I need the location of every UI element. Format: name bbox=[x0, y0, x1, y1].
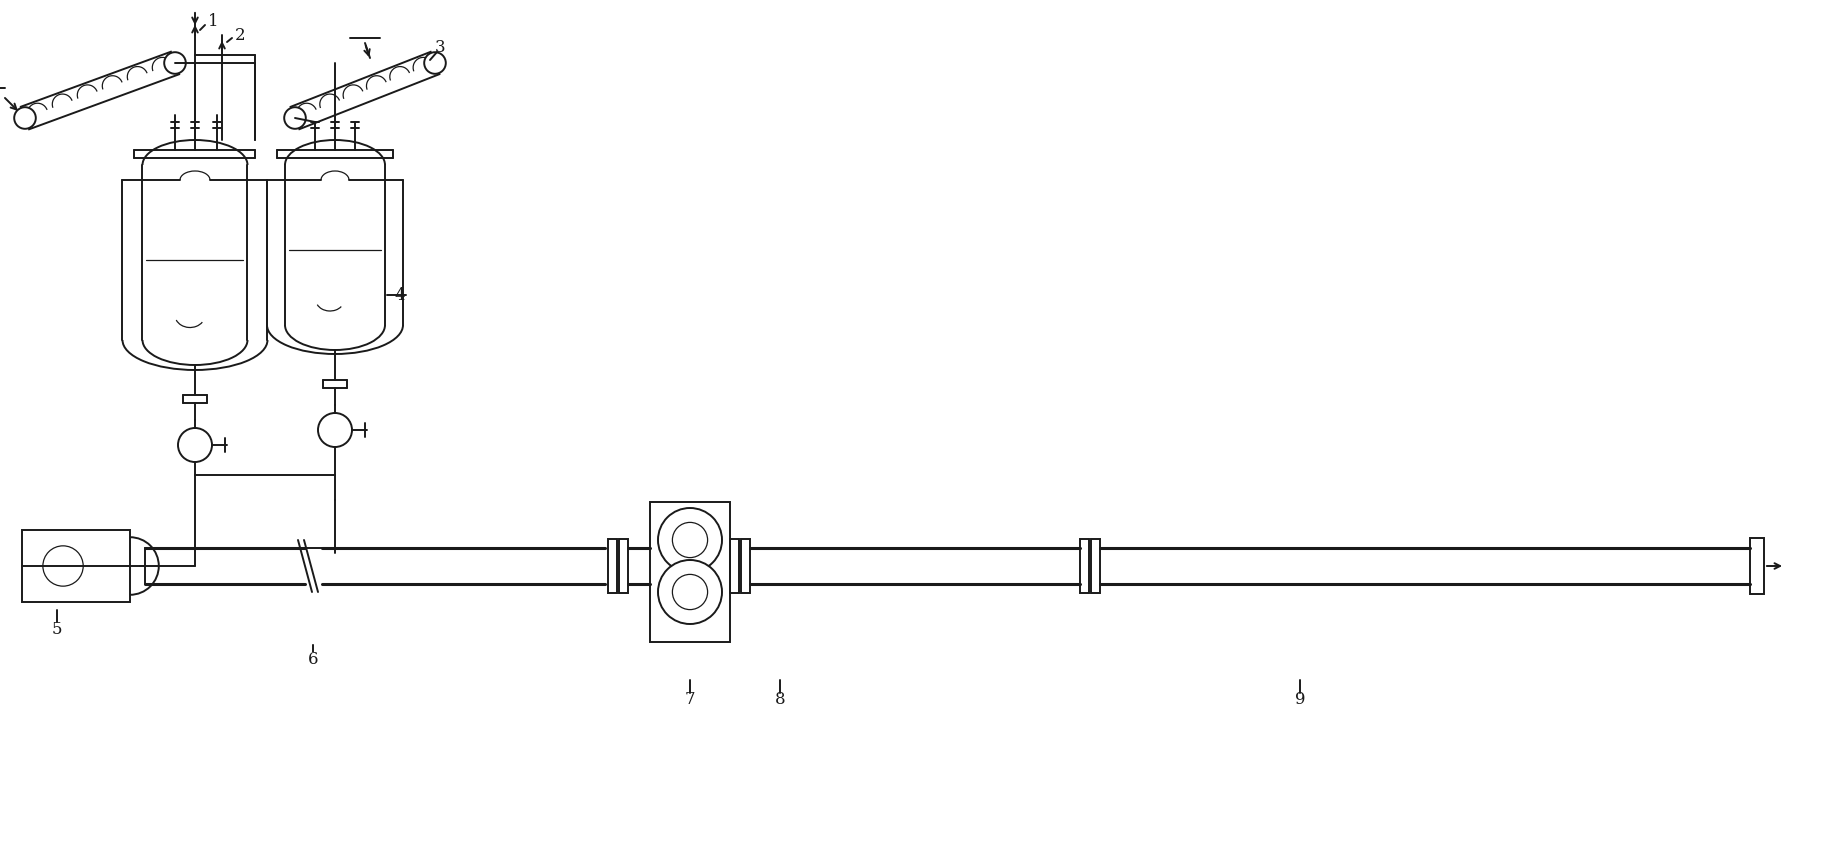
Circle shape bbox=[164, 52, 186, 74]
Bar bbox=[730, 539, 739, 593]
Bar bbox=[619, 539, 628, 593]
Circle shape bbox=[179, 428, 212, 462]
Bar bbox=[741, 539, 750, 593]
Bar bbox=[22, 530, 130, 602]
Circle shape bbox=[672, 523, 708, 557]
Text: 2: 2 bbox=[235, 28, 245, 44]
Bar bbox=[1091, 539, 1100, 593]
Text: 8: 8 bbox=[774, 692, 785, 708]
Bar bbox=[650, 502, 730, 642]
Bar bbox=[1080, 539, 1090, 593]
Text: 4: 4 bbox=[394, 286, 405, 304]
Bar bbox=[1750, 538, 1765, 594]
Circle shape bbox=[659, 560, 723, 624]
Circle shape bbox=[42, 546, 84, 586]
Text: 1: 1 bbox=[208, 14, 219, 30]
Text: 7: 7 bbox=[684, 692, 695, 708]
Bar bbox=[608, 539, 617, 593]
Text: 9: 9 bbox=[1294, 692, 1305, 708]
Text: 3: 3 bbox=[434, 40, 445, 56]
Circle shape bbox=[285, 108, 307, 128]
Text: 5: 5 bbox=[51, 621, 62, 639]
Circle shape bbox=[15, 108, 36, 128]
Circle shape bbox=[659, 508, 723, 572]
Circle shape bbox=[318, 413, 352, 447]
Circle shape bbox=[423, 52, 445, 74]
Text: 6: 6 bbox=[308, 652, 318, 668]
Circle shape bbox=[672, 575, 708, 609]
